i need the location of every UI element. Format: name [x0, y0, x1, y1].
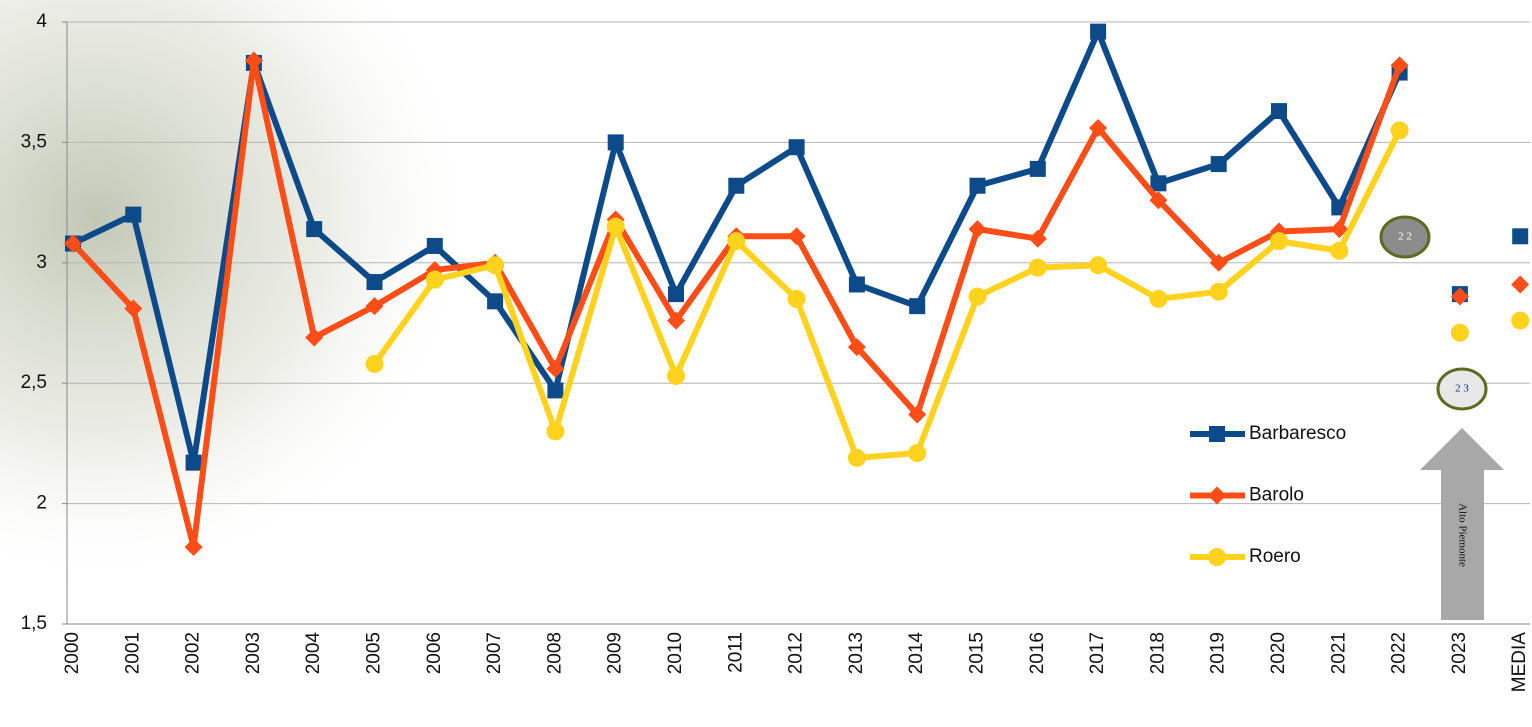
marker [367, 274, 383, 290]
annotation: 2 2 [1398, 231, 1412, 243]
marker [1149, 290, 1167, 308]
x-tick-label: 2013 [846, 632, 867, 674]
marker [728, 178, 744, 194]
annotation: 2 3 [1455, 383, 1469, 395]
y-tick-label: 2 [36, 493, 47, 514]
marker [667, 367, 685, 385]
marker [608, 134, 624, 150]
y-tick-label: 2,5 [21, 372, 47, 393]
marker [1208, 548, 1226, 566]
x-tick-label: 2022 [1389, 632, 1410, 674]
y-tick-label: 3,5 [21, 131, 47, 152]
marker [1511, 312, 1529, 330]
marker [607, 218, 625, 236]
marker [1211, 156, 1227, 172]
marker [970, 178, 986, 194]
marker [426, 271, 444, 289]
marker [1271, 103, 1287, 119]
marker [1511, 275, 1529, 293]
x-tick-label: 2006 [424, 632, 445, 674]
x-tick-label: 2007 [484, 632, 505, 674]
x-tick-label: 2015 [967, 632, 988, 674]
legend-label: Barbaresco [1249, 423, 1346, 444]
x-tick-label: 2016 [1027, 632, 1048, 674]
marker [1270, 232, 1288, 250]
y-tick-label: 1,5 [21, 613, 47, 634]
marker [125, 207, 141, 223]
marker [427, 238, 443, 254]
x-tick-label: 2023 [1449, 632, 1470, 674]
x-tick-label: MEDIA [1509, 632, 1530, 693]
marker [486, 256, 504, 274]
marker [727, 232, 745, 250]
background-image [0, 0, 640, 620]
marker [1030, 161, 1046, 177]
marker [848, 449, 866, 467]
annotation: Alto Piemonte [1456, 503, 1468, 567]
x-tick-label: 2018 [1147, 632, 1168, 674]
x-tick-label: 2020 [1268, 632, 1289, 674]
marker [1210, 283, 1228, 301]
marker [1391, 121, 1409, 139]
x-tick-label: 2019 [1208, 632, 1229, 674]
x-tick-label: 2010 [665, 632, 686, 674]
marker [969, 220, 987, 238]
x-tick-label: 2014 [906, 632, 927, 675]
marker [789, 139, 805, 155]
marker [366, 355, 384, 373]
marker [1090, 24, 1106, 40]
x-tick-label: 2004 [303, 632, 324, 675]
marker [909, 298, 925, 314]
marker [668, 286, 684, 302]
x-tick-label: 2005 [364, 632, 385, 674]
x-tick-label: 2003 [243, 632, 264, 674]
x-tick-label: 2021 [1328, 632, 1349, 674]
x-tick-label: 2017 [1087, 632, 1108, 674]
chart: 1,5 2 2,5 3 3,5 4 2000 2001 2002 2003 2004 2005 2006… [0, 0, 1532, 727]
marker [547, 382, 563, 398]
marker [1451, 324, 1469, 342]
x-tick-label: 2011 [725, 632, 746, 673]
marker [788, 290, 806, 308]
x-tick-label: 2009 [605, 632, 626, 674]
x-tick-label: 2000 [62, 632, 83, 674]
legend-label: Roero [1249, 546, 1301, 567]
marker [1089, 256, 1107, 274]
marker [969, 288, 987, 306]
marker [1512, 228, 1528, 244]
marker [186, 455, 202, 471]
marker [546, 422, 564, 440]
marker [306, 221, 322, 237]
x-tick-label: 2008 [544, 632, 565, 674]
x-tick-label: 2001 [122, 632, 143, 674]
marker [908, 444, 926, 462]
x-tick-label: 2002 [183, 632, 204, 674]
marker [1209, 426, 1225, 442]
marker [487, 293, 503, 309]
y-tick-label: 3 [36, 252, 47, 273]
legend-label: Barolo [1249, 485, 1304, 506]
marker [849, 276, 865, 292]
marker [1208, 487, 1226, 505]
marker [1029, 259, 1047, 277]
y-tick-label: 4 [36, 11, 47, 32]
x-tick-label: 2012 [786, 632, 807, 674]
marker [1330, 242, 1348, 260]
